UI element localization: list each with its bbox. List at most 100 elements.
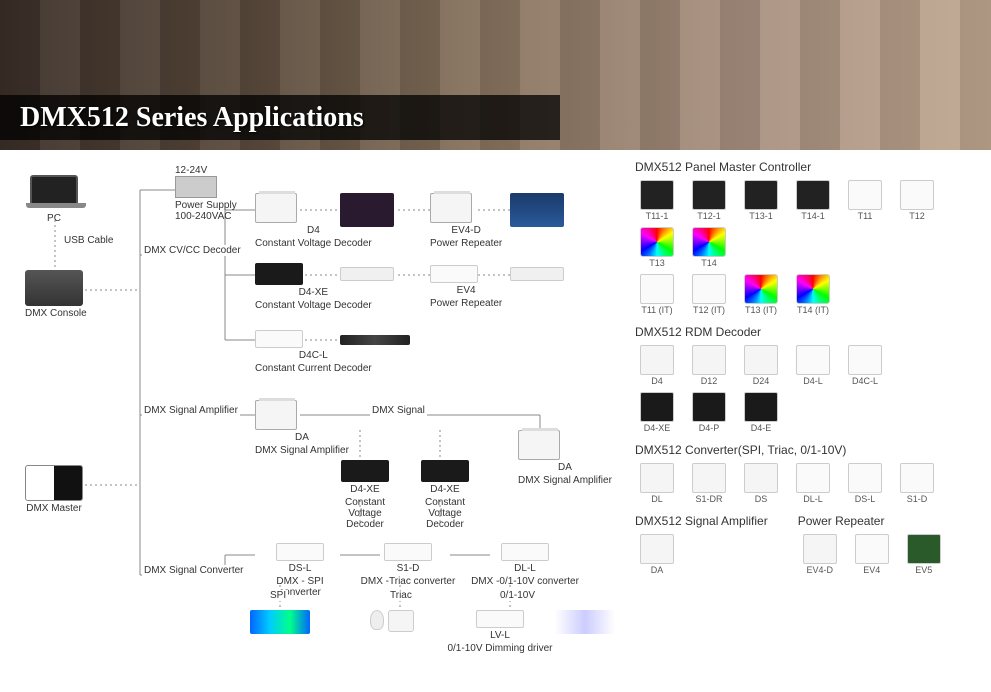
console-icon — [25, 270, 83, 306]
product-label: DL-L — [803, 495, 823, 504]
s1d-node: S1-D DMX -Triac converter — [358, 543, 458, 587]
catalog-item: DA — [635, 534, 679, 575]
pc-label: PC — [30, 213, 78, 224]
catalog-item: D4-E — [739, 392, 783, 433]
catalog-item: D12 — [687, 345, 731, 386]
ledstrip1 — [250, 610, 310, 634]
catalog-item: T13 — [635, 227, 679, 268]
da1-icon — [255, 400, 297, 430]
product-label: EV4 — [863, 566, 880, 575]
d4xe-sub: Constant Voltage Decoder — [255, 300, 372, 311]
section-title: Power Repeater — [798, 514, 946, 528]
conv-row-1: DLS1-DRDSDL-LDS-LS1-D — [635, 463, 980, 504]
product-thumb — [744, 345, 778, 375]
catalog-item: T11 (IT) — [635, 274, 679, 315]
ledbar-icon — [340, 335, 410, 345]
product-thumb — [640, 274, 674, 304]
product-label: D24 — [753, 377, 770, 386]
screen2 — [510, 193, 564, 227]
catalog-item: EV4-D — [798, 534, 842, 575]
catalog-item: EV4 — [850, 534, 894, 575]
da2-sub: DMX Signal Amplifier — [518, 475, 612, 486]
catalog-item: EV5 — [902, 534, 946, 575]
console-label: DMX Console — [25, 308, 87, 319]
product-thumb — [640, 534, 674, 564]
dll-icon — [501, 543, 549, 561]
product-thumb — [744, 392, 778, 422]
product-label: D4-XE — [644, 424, 671, 433]
product-thumb — [692, 463, 726, 493]
product-label: T11 — [858, 212, 873, 221]
ledstrip-icon — [555, 610, 615, 634]
product-thumb — [855, 534, 889, 564]
branch-conv-label: DMX Signal Converter — [142, 565, 245, 576]
rdm-row-2: D4-XE D4-PD4-E — [635, 392, 980, 433]
d4xe-icon — [421, 460, 469, 482]
product-label: T14 (IT) — [797, 306, 829, 315]
product-label: T13 (IT) — [745, 306, 777, 315]
content-area: 12-24V Power Supply 100-240VAC PC USB Ca… — [0, 155, 991, 692]
ev4-icon — [430, 265, 478, 283]
ev4d-icon — [430, 193, 472, 223]
catalog-item: DL-L — [791, 463, 835, 504]
da1-name: DA — [255, 432, 349, 443]
catalog-item: T14-1 — [791, 180, 835, 221]
product-thumb — [692, 180, 726, 210]
panel-row-1: T11-1T12-1T13-1T14-1T11T12T13T14 — [635, 180, 980, 268]
product-thumb — [692, 392, 726, 422]
d4xe-mid2: D4-XE Constant Voltage Decoder — [415, 460, 475, 530]
dmx-master-node: DMX Master — [25, 465, 83, 514]
product-label: D4C-L — [852, 377, 878, 386]
d4xe-icon — [341, 460, 389, 482]
d4cl-icon — [255, 330, 303, 348]
catalog-item: D4-P — [687, 392, 731, 433]
bulb-icon — [370, 610, 384, 630]
product-thumb — [640, 227, 674, 257]
catalog-item: T12-1 — [687, 180, 731, 221]
product-label: DA — [651, 566, 664, 575]
screen-icon — [340, 193, 394, 227]
master-icon — [25, 465, 83, 501]
catalog-item: D24 — [739, 345, 783, 386]
catalog-item: DL — [635, 463, 679, 504]
section-panel-master: DMX512 Panel Master Controller T11-1 T12-… — [635, 160, 980, 315]
ledstrip-icon — [250, 610, 310, 634]
spi-label: SPI — [268, 590, 288, 601]
product-thumb — [848, 345, 882, 375]
catalog-item: T12 — [895, 180, 939, 221]
da2-node: DA DMX Signal Amplifier — [518, 430, 612, 486]
section-title: DMX512 Panel Master Controller — [635, 160, 980, 174]
product-label: D12 — [701, 377, 718, 386]
ev4d-sub: Power Repeater — [430, 238, 502, 249]
product-label: T13-1 — [749, 212, 773, 221]
linear1 — [340, 267, 394, 281]
product-thumb — [803, 534, 837, 564]
product-thumb — [848, 180, 882, 210]
branch-cvcc-label: DMX CV/CC Decoder — [142, 245, 243, 256]
rdm-row-1: D4D12D24D4-LD4C-L — [635, 345, 980, 386]
section-sig-amp: DMX512 Signal Amplifier DA — [635, 514, 768, 581]
product-label: S1-DR — [695, 495, 722, 504]
product-label: EV5 — [915, 566, 932, 575]
psu-voltage-label: 12-24V — [175, 165, 285, 176]
product-thumb — [796, 274, 830, 304]
product-thumb — [900, 463, 934, 493]
master-label: DMX Master — [25, 503, 83, 514]
catalog-item: D4-L — [791, 345, 835, 386]
ledbar — [340, 335, 410, 345]
product-label: S1-D — [907, 495, 928, 504]
catalog-item: T13-1 — [739, 180, 783, 221]
product-thumb — [692, 345, 726, 375]
product-catalog: DMX512 Panel Master Controller T11-1 T12-… — [635, 160, 980, 591]
catalog-item: S1-DR — [687, 463, 731, 504]
section-power-rep: Power Repeater EV4-D EV4 EV5 — [798, 514, 946, 581]
dmx-console-node: DMX Console — [25, 270, 87, 319]
section-title: DMX512 RDM Decoder — [635, 325, 980, 339]
product-thumb — [640, 392, 674, 422]
d4cl-name: D4C-L — [255, 350, 372, 361]
s1d-icon — [384, 543, 432, 561]
product-label: T13 — [649, 259, 665, 268]
product-thumb — [744, 274, 778, 304]
product-label: T11-1 — [646, 212, 669, 221]
usb-cable-label: USB Cable — [62, 235, 115, 246]
